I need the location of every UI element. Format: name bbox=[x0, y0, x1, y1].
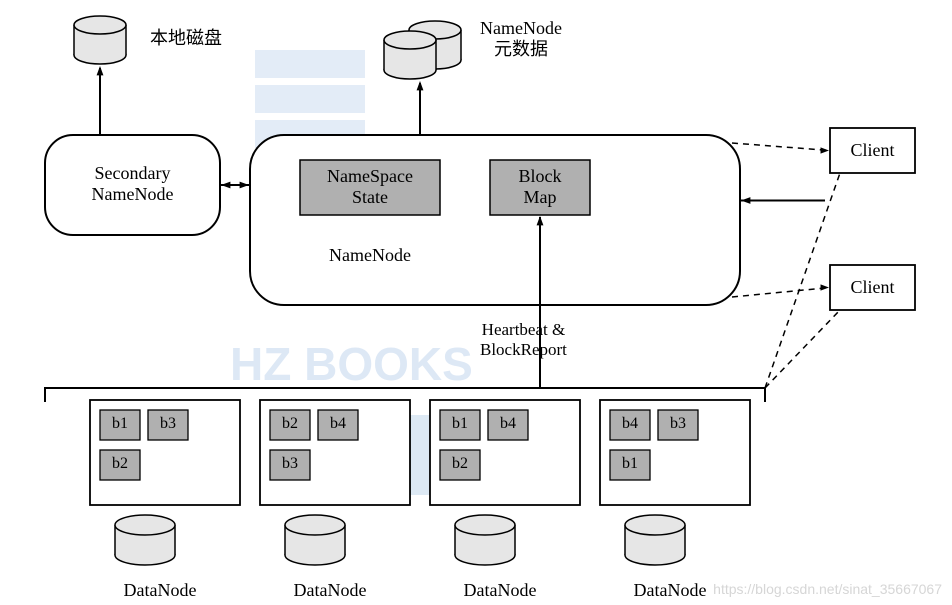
block-label-1-0: b2 bbox=[270, 415, 310, 433]
namenode-label: NameNode bbox=[250, 245, 490, 266]
block-label-2-2: b2 bbox=[440, 455, 480, 473]
metadata-label: NameNode 元数据 bbox=[480, 18, 562, 59]
datanode-label-1: DataNode bbox=[255, 580, 405, 601]
block-label-2-0: b1 bbox=[440, 415, 480, 433]
namespace-state-label: NameSpace State bbox=[300, 166, 440, 207]
block-label-3-1: b3 bbox=[658, 415, 698, 433]
watermark-url: https://blog.csdn.net/sinat_35667067 bbox=[713, 581, 942, 597]
client-label-0: Client bbox=[830, 140, 915, 161]
block-label-0-0: b1 bbox=[100, 415, 140, 433]
client-label-1: Client bbox=[830, 277, 915, 298]
block-map-label: Block Map bbox=[490, 166, 590, 207]
block-label-1-1: b4 bbox=[318, 415, 358, 433]
block-label-1-2: b3 bbox=[270, 455, 310, 473]
svg-text:HZ BOOKS: HZ BOOKS bbox=[230, 338, 473, 390]
secondary-namenode-label: Secondary NameNode bbox=[45, 163, 220, 204]
datanode-label-2: DataNode bbox=[425, 580, 575, 601]
diagram-canvas: HZ BOOKS bbox=[0, 0, 952, 605]
block-label-3-2: b1 bbox=[610, 455, 650, 473]
datanode-label-3: DataNode bbox=[595, 580, 745, 601]
block-label-3-0: b4 bbox=[610, 415, 650, 433]
block-label-2-1: b4 bbox=[488, 415, 528, 433]
heartbeat-label: Heartbeat & BlockReport bbox=[480, 320, 567, 359]
block-label-0-2: b2 bbox=[100, 455, 140, 473]
local-disk-label: 本地磁盘 bbox=[150, 28, 222, 49]
datanode-label-0: DataNode bbox=[85, 580, 235, 601]
block-label-0-1: b3 bbox=[148, 415, 188, 433]
